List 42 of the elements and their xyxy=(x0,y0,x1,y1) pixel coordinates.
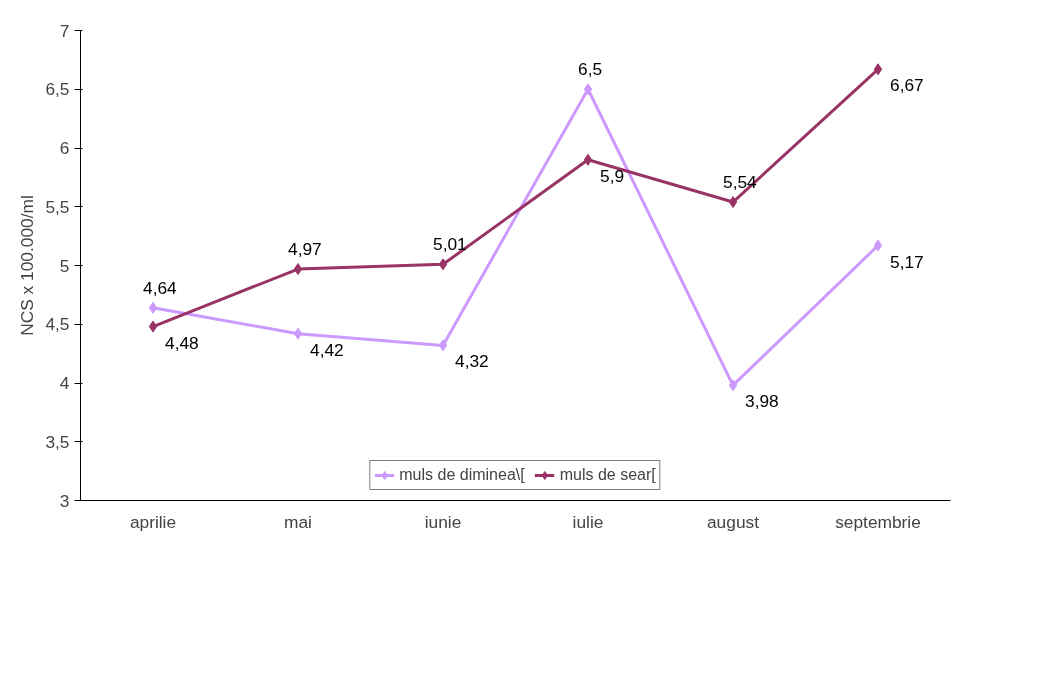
data-label: 6,67 xyxy=(890,75,924,96)
y-tick-label: 3 xyxy=(59,490,70,511)
data-label: 5,01 xyxy=(433,234,467,255)
point xyxy=(438,258,448,271)
y-tick-label: 4,5 xyxy=(45,314,70,335)
y-tick-label: 4 xyxy=(59,373,70,393)
data-label: 4,42 xyxy=(310,339,344,360)
y-tick-label: 6,5 xyxy=(45,79,70,100)
point xyxy=(148,301,158,314)
point xyxy=(148,320,158,333)
y-tick-label: 5 xyxy=(59,255,70,276)
y-tick-label: 7 xyxy=(59,20,70,41)
legend-label: muls de diminea\[ xyxy=(399,466,525,484)
data-label: 5,9 xyxy=(600,165,625,186)
legend-label: muls de sear[ xyxy=(559,466,656,484)
point xyxy=(873,239,883,252)
point xyxy=(293,327,303,340)
data-label: 4,64 xyxy=(143,277,178,298)
point xyxy=(728,196,738,209)
data-label: 6,5 xyxy=(578,59,603,80)
x-tick-label: mai xyxy=(284,511,312,532)
point xyxy=(728,379,738,392)
point xyxy=(583,153,593,166)
point xyxy=(438,339,448,352)
y-axis-title: NCS x 100.000/ml xyxy=(17,195,38,336)
data-label: 4,32 xyxy=(455,351,489,372)
x-tick-label: august xyxy=(706,511,760,532)
x-tick-label: iunie xyxy=(424,511,462,532)
data-label: 5,54 xyxy=(723,172,758,193)
y-tick-label: 6 xyxy=(59,138,70,158)
x-tick-label: septembrie xyxy=(835,511,921,532)
data-label: 4,48 xyxy=(165,332,199,353)
y-tick-label: 5,5 xyxy=(45,196,70,217)
point xyxy=(293,263,303,276)
point xyxy=(583,83,593,96)
data-label: 5,17 xyxy=(890,251,924,272)
data-label: 3,98 xyxy=(745,391,779,412)
x-tick-label: iulie xyxy=(572,511,604,532)
data-label: 4,97 xyxy=(288,239,322,260)
point xyxy=(873,63,883,76)
x-tick-label: aprilie xyxy=(129,511,177,532)
y-tick-label: 3,5 xyxy=(45,431,70,452)
